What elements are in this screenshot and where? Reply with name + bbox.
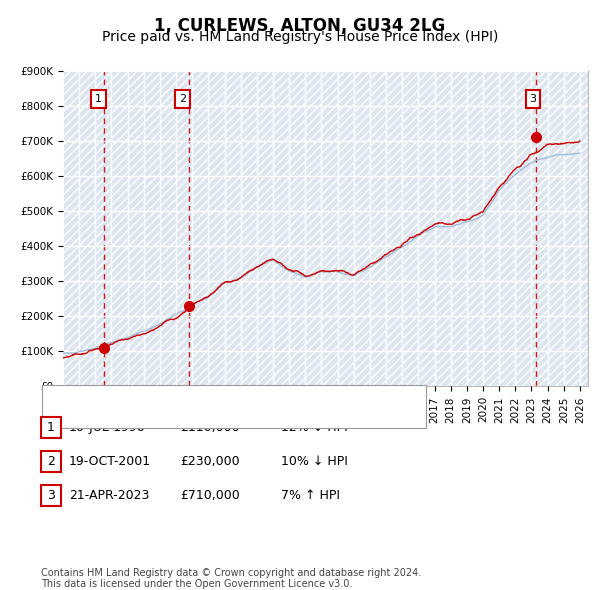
Text: 21-APR-2023: 21-APR-2023 <box>69 489 149 502</box>
Text: 1, CURLEWS, ALTON, GU34 2LG: 1, CURLEWS, ALTON, GU34 2LG <box>154 17 446 35</box>
Text: 7% ↑ HPI: 7% ↑ HPI <box>281 489 340 502</box>
Text: 12% ↓ HPI: 12% ↓ HPI <box>281 421 347 434</box>
Text: £110,000: £110,000 <box>180 421 239 434</box>
Text: 10% ↓ HPI: 10% ↓ HPI <box>281 455 347 468</box>
Text: This data is licensed under the Open Government Licence v3.0.: This data is licensed under the Open Gov… <box>41 579 352 589</box>
Text: 2: 2 <box>47 455 55 468</box>
Text: £230,000: £230,000 <box>180 455 239 468</box>
Text: 3: 3 <box>47 489 55 502</box>
Text: Price paid vs. HM Land Registry's House Price Index (HPI): Price paid vs. HM Land Registry's House … <box>102 30 498 44</box>
Text: £710,000: £710,000 <box>180 489 240 502</box>
Text: 19-OCT-2001: 19-OCT-2001 <box>69 455 151 468</box>
Text: 1, CURLEWS, ALTON, GU34 2LG (detached house): 1, CURLEWS, ALTON, GU34 2LG (detached ho… <box>83 391 376 404</box>
Text: Contains HM Land Registry data © Crown copyright and database right 2024.: Contains HM Land Registry data © Crown c… <box>41 569 421 578</box>
Text: 1: 1 <box>95 94 102 104</box>
Text: 1: 1 <box>47 421 55 434</box>
Text: 10-JUL-1996: 10-JUL-1996 <box>69 421 146 434</box>
Text: 3: 3 <box>530 94 536 104</box>
Text: 2: 2 <box>179 94 186 104</box>
Text: HPI: Average price, detached house, East Hampshire: HPI: Average price, detached house, East… <box>83 410 394 423</box>
